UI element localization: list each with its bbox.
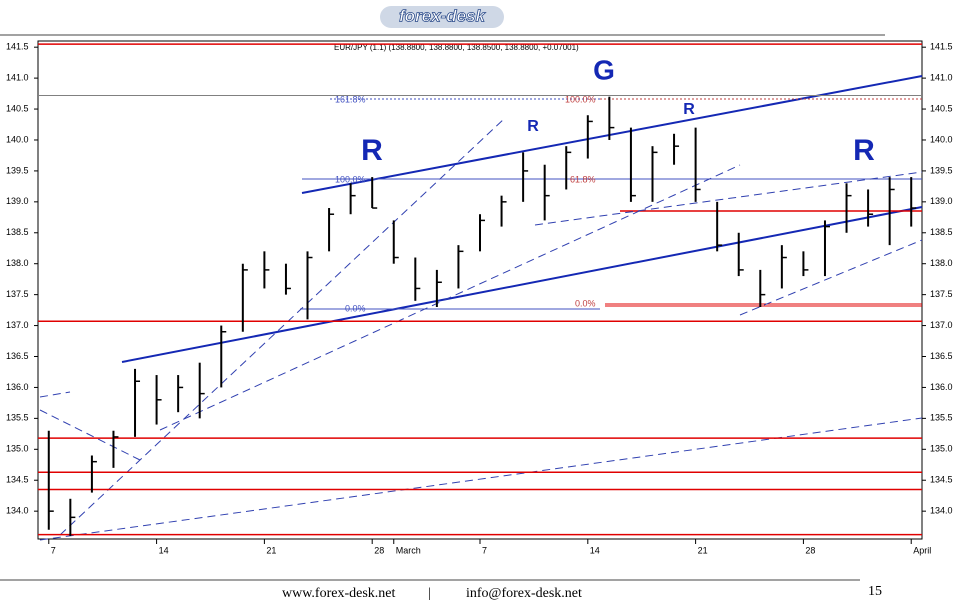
y-tick-label: 137.0 — [6, 320, 29, 330]
y-tick-label: 139.0 — [6, 196, 29, 206]
pattern-label: R — [361, 134, 383, 167]
logo: forex-desk — [399, 6, 487, 25]
trend-line — [39, 417, 923, 541]
trend-line — [301, 75, 923, 194]
page-number: 15 — [868, 584, 882, 599]
y-tick-label: 137.0 — [930, 320, 953, 330]
fib-label: 0.0% — [345, 303, 366, 313]
y-tick-label: 140.0 — [6, 134, 29, 144]
y-tick-label: 139.5 — [6, 165, 29, 175]
x-tick-label: 7 — [51, 545, 56, 555]
y-tick-label: 138.0 — [6, 258, 29, 268]
y-tick-label: 140.0 — [930, 134, 953, 144]
y-tick-label: 140.5 — [6, 103, 29, 113]
y-tick-label: 134.0 — [6, 506, 29, 516]
y-tick-label: 135.5 — [930, 413, 953, 423]
trend-line — [739, 239, 923, 316]
pattern-label: R — [853, 134, 875, 167]
x-tick-label: 21 — [266, 545, 276, 555]
y-tick-label: 136.5 — [6, 351, 29, 361]
footer-separator: | — [428, 586, 431, 601]
footer-website: www.forex-desk.net — [282, 586, 395, 601]
x-tick-label: 21 — [698, 545, 708, 555]
y-tick-label: 138.0 — [930, 258, 953, 268]
x-tick-label: 14 — [159, 545, 169, 555]
y-tick-label: 136.5 — [930, 351, 953, 361]
y-tick-label: 138.5 — [930, 227, 953, 237]
x-tick-label: 28 — [805, 545, 815, 555]
chart-title: EUR/JPY (1.1) (138.8800, 138.8800, 138.8… — [334, 43, 579, 52]
trend-line — [534, 171, 923, 226]
trend-line — [39, 409, 141, 461]
y-tick-label: 140.5 — [930, 103, 953, 113]
trend-line — [159, 164, 741, 431]
y-tick-label: 137.5 — [930, 289, 953, 299]
y-tick-label: 134.5 — [930, 475, 953, 485]
x-tick-label: April — [913, 545, 931, 555]
trend-line — [59, 117, 506, 536]
x-tick-label: March — [396, 545, 421, 555]
fib-label: 61.8% — [570, 174, 596, 184]
x-tick-label: 28 — [374, 545, 384, 555]
fib-label: 161.8% — [335, 94, 366, 104]
trend-lines — [39, 75, 923, 541]
y-tick-label: 141.5 — [930, 42, 953, 52]
y-tick-label: 134.0 — [930, 506, 953, 516]
y-tick-label: 141.0 — [930, 72, 953, 82]
fib-label: 0.0% — [575, 298, 596, 308]
y-tick-label: 137.5 — [6, 289, 29, 299]
y-tick-label: 136.0 — [930, 382, 953, 392]
pattern-label: R — [527, 118, 539, 135]
x-tick-label: 7 — [482, 545, 487, 555]
y-tick-label: 135.0 — [930, 444, 953, 454]
y-tick-label: 134.5 — [6, 475, 29, 485]
y-tick-label: 141.0 — [6, 72, 29, 82]
y-tick-label: 138.5 — [6, 227, 29, 237]
x-tick-label: 14 — [590, 545, 600, 555]
footer-email: info@forex-desk.net — [466, 586, 582, 601]
y-tick-label: 135.5 — [6, 413, 29, 423]
fib-label: 100.0% — [335, 174, 366, 184]
plot-frame — [37, 40, 923, 540]
fib-label: 100.0% — [565, 94, 596, 104]
y-tick-label: 141.5 — [6, 42, 29, 52]
trend-line — [121, 206, 923, 363]
pattern-label: R — [683, 101, 695, 118]
pattern-label: G — [593, 54, 615, 85]
logo-bg — [380, 6, 504, 28]
y-tick-label: 135.0 — [6, 444, 29, 454]
y-tick-label: 139.5 — [930, 165, 953, 175]
y-tick-label: 136.0 — [6, 382, 29, 392]
trend-line — [39, 391, 71, 398]
y-tick-label: 139.0 — [930, 196, 953, 206]
